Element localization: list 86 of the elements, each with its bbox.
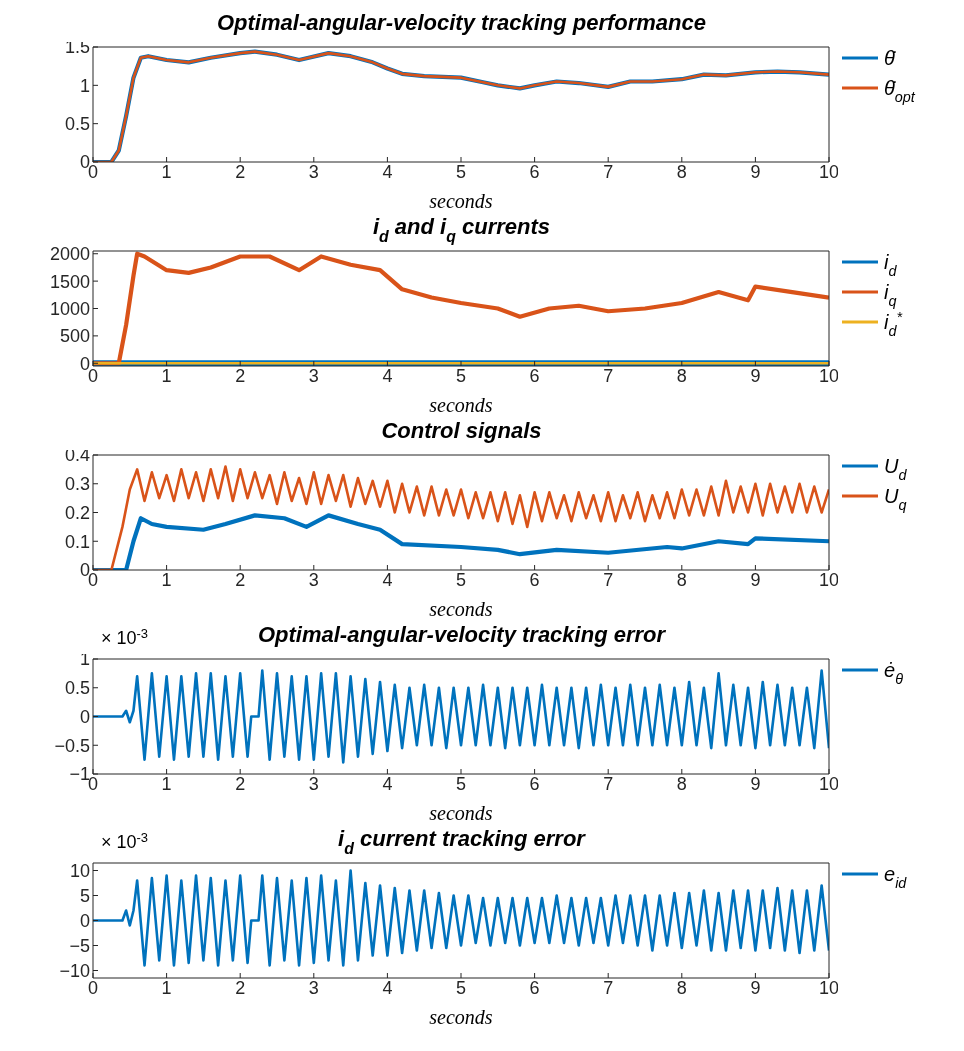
- x-tick-label: 3: [308, 569, 319, 590]
- legend-label: i$_{q}$: [884, 281, 897, 309]
- x-tick-label: 10: [818, 569, 840, 590]
- y-tick-label: 0.2: [64, 502, 90, 523]
- x-tick-label: 7: [603, 569, 614, 590]
- x-tick-label: 3: [308, 161, 319, 182]
- x-tick-label: 8: [676, 365, 687, 386]
- x-tick-label: 1: [161, 365, 172, 386]
- x-tick-label: 10: [818, 365, 840, 386]
- x-tick-label: 1: [161, 161, 172, 182]
- y-tick-label: 1500: [49, 271, 90, 292]
- x-tick-label: 1: [161, 773, 172, 794]
- x-tick-label: 10: [818, 977, 840, 998]
- x-tick-label: 3: [308, 977, 319, 998]
- x-tick-label: 4: [382, 773, 393, 794]
- x-tick-label: 2: [235, 161, 246, 182]
- x-tick-label: 8: [676, 977, 687, 998]
- legend-label: ė$_{θ}$: [884, 659, 904, 687]
- y-tick-label: 0.5: [64, 678, 90, 699]
- y-tick-label: 0.5: [64, 114, 90, 135]
- x-tick-label: 1: [161, 569, 172, 590]
- x-tick-label: 6: [529, 161, 540, 182]
- legend-label: i$_{d}$: [884, 251, 898, 279]
- y-tick-label: 1: [79, 75, 90, 96]
- y-tick-label: 0: [79, 706, 90, 727]
- x-tick-label: 4: [382, 161, 393, 182]
- legend-label: U$_{q}$: [884, 485, 907, 513]
- x-axis-title: seconds: [429, 394, 493, 416]
- legend-label: θ̇: [884, 47, 897, 69]
- x-tick-label: 3: [308, 365, 319, 386]
- y-tick-label: −10: [59, 960, 90, 981]
- x-tick-label: 6: [529, 977, 540, 998]
- x-tick-label: 1: [161, 977, 172, 998]
- x-tick-label: 5: [455, 569, 467, 590]
- x-tick-label: 4: [382, 365, 393, 386]
- x-tick-label: 8: [676, 569, 687, 590]
- y-tick-label: 0.1: [64, 531, 90, 552]
- legend-label: θ̇$_{opt}$: [884, 77, 916, 105]
- text: × 10$^{-3}$: [101, 829, 149, 852]
- x-tick-label: 6: [529, 569, 540, 590]
- y-tick-label: 1000: [49, 298, 90, 319]
- y-tick-label: 0.3: [64, 474, 90, 495]
- chart-title: Optimal-angular-velocity tracking error: [257, 622, 667, 647]
- x-tick-label: 2: [235, 569, 246, 590]
- y-tick-label: 2000: [49, 244, 90, 265]
- x-tick-label: 6: [529, 365, 540, 386]
- chart-title: Optimal-angular-velocity tracking performance: [216, 10, 707, 35]
- x-tick-label: 10: [818, 773, 840, 794]
- x-axis-title: seconds: [429, 1006, 493, 1028]
- x-tick-label: 5: [455, 161, 467, 182]
- x-tick-label: 9: [750, 161, 761, 182]
- y-tick-label: 0: [79, 910, 90, 931]
- x-tick-label: 7: [603, 977, 614, 998]
- chart-title: Control signals: [381, 418, 542, 443]
- x-tick-label: 10: [818, 161, 840, 182]
- x-tick-label: 2: [235, 365, 246, 386]
- y-tick-label: 5: [79, 885, 90, 906]
- y-tick-label: −5: [69, 935, 90, 956]
- x-tick-label: 6: [529, 773, 540, 794]
- x-tick-label: 7: [603, 365, 614, 386]
- x-tick-label: 7: [603, 161, 614, 182]
- chart-title: i$_{d}$ and i$_{q}$ currents: [372, 214, 551, 245]
- x-tick-label: 9: [750, 773, 761, 794]
- x-tick-label: 5: [455, 773, 467, 794]
- x-tick-label: 7: [603, 773, 614, 794]
- text: × 10$^{-3}$: [101, 625, 149, 648]
- x-axis-title: seconds: [429, 802, 493, 824]
- chart-title: i$_{d}$ current tracking error: [338, 826, 587, 857]
- x-axis-title: seconds: [429, 190, 493, 212]
- x-tick-label: 4: [382, 977, 393, 998]
- x-axis-title: seconds: [429, 598, 493, 620]
- x-tick-label: 9: [750, 977, 761, 998]
- x-tick-label: 5: [455, 365, 467, 386]
- x-tick-label: 2: [235, 977, 246, 998]
- x-tick-label: 2: [235, 773, 246, 794]
- x-tick-label: 4: [382, 569, 393, 590]
- x-tick-label: 5: [455, 977, 467, 998]
- x-tick-label: 8: [676, 773, 687, 794]
- legend-label: U$_{d}$: [884, 455, 908, 483]
- x-tick-label: 8: [676, 161, 687, 182]
- x-tick-label: 3: [308, 773, 319, 794]
- y-tick-label: 10: [69, 860, 90, 881]
- y-tick-label: 500: [59, 326, 90, 347]
- x-tick-label: 9: [750, 569, 761, 590]
- x-tick-label: 9: [750, 365, 761, 386]
- y-tick-label: −0.5: [54, 735, 90, 756]
